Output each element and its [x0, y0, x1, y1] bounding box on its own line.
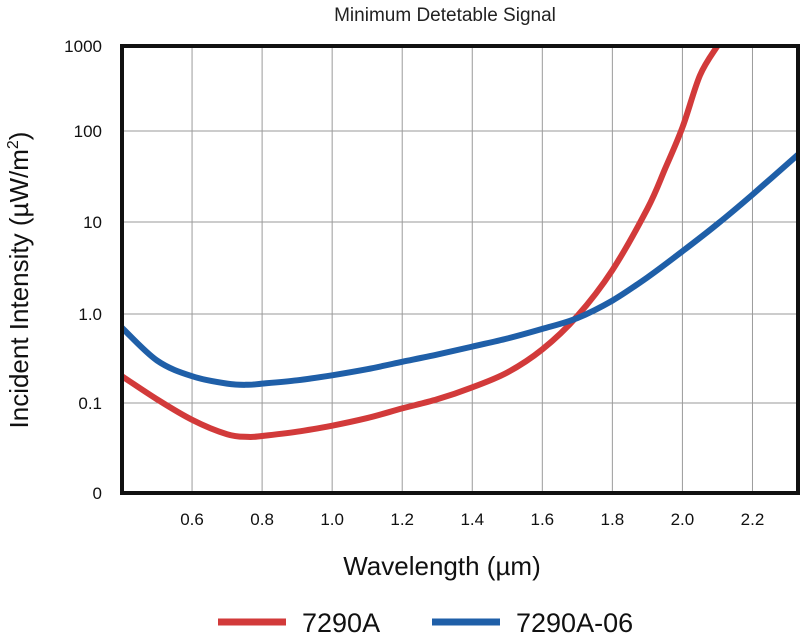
- legend-label-7290a-06: 7290A-06: [516, 608, 633, 635]
- x-tick-label: 1.0: [320, 510, 344, 529]
- y-tick-label: 0.1: [78, 394, 102, 413]
- x-tick-label: 2.2: [741, 510, 765, 529]
- series-line-7290a: [122, 46, 721, 441]
- x-tick-label: 1.8: [601, 510, 625, 529]
- x-tick-label: 1.2: [390, 510, 414, 529]
- x-axis-label: Wavelength (µm): [343, 551, 541, 581]
- x-tick-labels: 0.6 0.8 1.0 1.2 1.4 1.6 1.8 2.0 2.2: [180, 510, 764, 529]
- x-tick-label: 0.6: [180, 510, 204, 529]
- y-axis-label: Incident Intensity (µW/m2): [4, 132, 34, 429]
- y-tick-label: 100: [74, 122, 102, 141]
- y-tick-label: 0: [93, 484, 102, 503]
- x-tick-label: 0.8: [250, 510, 274, 529]
- y-tick-label: 10: [83, 213, 102, 232]
- legend-label-7290a: 7290A: [302, 608, 380, 635]
- series-group: [122, 46, 798, 441]
- series-line-7290a-06: [122, 151, 798, 388]
- chart-title: Minimum Detetable Signal: [334, 5, 556, 26]
- plot-frame: [120, 44, 800, 495]
- y-axis-label-main: Incident Intensity (µW/m: [4, 149, 34, 428]
- legend: 7290A 7290A-06: [218, 608, 633, 635]
- gridlines: [122, 45, 798, 494]
- x-tick-label: 2.0: [671, 510, 695, 529]
- y-tick-labels: 0 0.1 1.0 10 100 1000: [64, 37, 102, 503]
- x-tick-label: 1.4: [460, 510, 484, 529]
- x-tick-label: 1.6: [530, 510, 554, 529]
- y-tick-label: 1000: [64, 37, 102, 56]
- y-tick-label: 1.0: [78, 305, 102, 324]
- y-axis-label-suffix: ): [4, 132, 34, 141]
- y-axis-label-superscript: 2: [5, 140, 22, 149]
